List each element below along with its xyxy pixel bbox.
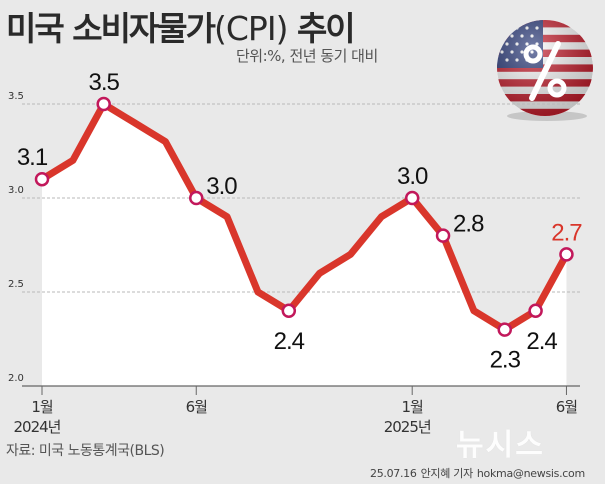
data-point-15 — [497, 322, 512, 337]
area-fill — [42, 104, 567, 386]
data-label-12: 3.0 — [397, 163, 428, 190]
newsis-logo: 뉴시스 — [456, 428, 545, 463]
data-label-13: 2.8 — [453, 211, 484, 238]
footer-date: 25.07.16 — [370, 467, 417, 480]
data-label-5: 3.0 — [206, 173, 237, 200]
source-note: 자료: 미국 노동통계국(BLS) — [6, 443, 165, 459]
title-main: 미국 소비자물가 — [6, 9, 216, 48]
y-tick-label-1: 2.5 — [8, 279, 24, 290]
data-label-2: 3.5 — [89, 69, 120, 96]
data-label-0: 3.1 — [17, 144, 48, 171]
data-point-5 — [189, 190, 204, 206]
footer-email: hokma@newsis.com — [476, 467, 585, 480]
x-tick-month-1: 6월 — [186, 398, 208, 416]
y-tick-label-3: 3.5 — [8, 91, 24, 102]
x-tick-year-2: 2025년 — [384, 418, 431, 436]
data-point-8 — [281, 303, 297, 319]
footer-author: 안지혜 기자 — [420, 467, 474, 480]
unit-note: 단위:%, 전년 동기 대비 — [236, 47, 378, 65]
x-tick-year-0: 2024년 — [14, 418, 61, 436]
percent-icon — [523, 41, 567, 101]
title-tail: 추이 — [287, 9, 356, 48]
footer-credit: 25.07.16 안지혜 기자 hokma@newsis.com — [370, 465, 585, 481]
x-tick-month-2: 1월 — [402, 398, 424, 416]
data-label-16: 2.4 — [526, 328, 557, 355]
y-tick-label-2: 3.0 — [8, 185, 24, 196]
data-label-15: 2.3 — [490, 347, 521, 374]
cpi-series-line — [38, 100, 570, 334]
data-point-16 — [528, 303, 543, 319]
data-point-17 — [559, 247, 574, 262]
data-point-0 — [34, 171, 50, 187]
x-tick-month-3: 6월 — [556, 398, 578, 416]
data-point-13 — [435, 228, 451, 243]
data-point-2 — [96, 96, 111, 112]
us-flag-percent-icon — [497, 20, 593, 121]
y-tick-label-0: 2.0 — [8, 373, 24, 384]
x-tick-month-0: 1월 — [31, 398, 53, 416]
page-title: 미국 소비자물가(CPI) 추이 — [6, 2, 356, 50]
data-label-8: 2.4 — [274, 328, 305, 355]
data-label-17: 2.7 — [551, 219, 582, 246]
data-point-12 — [404, 190, 420, 206]
title-paren: (CPI) — [214, 9, 288, 48]
